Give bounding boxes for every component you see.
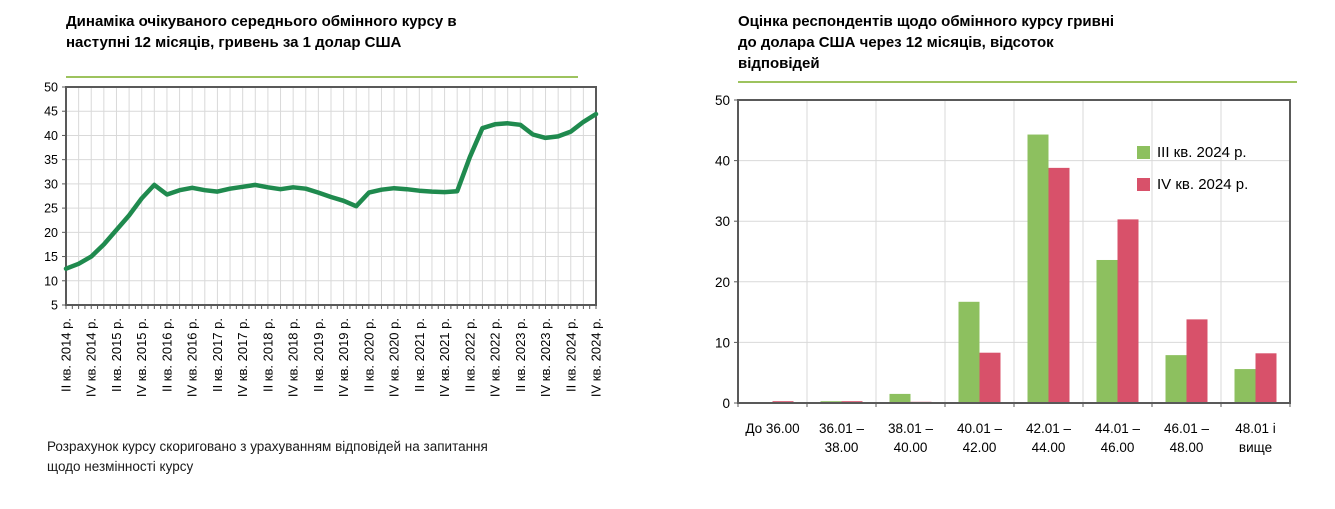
line-chart-svg: 5 10 15 20 25 30 35 40 45 50 II кв. 2014 р. IV кв. … [44, 81, 604, 398]
svg-text:II кв. 2018 р.: II кв. 2018 р. [260, 318, 275, 392]
svg-text:II кв. 2017 р.: II кв. 2017 р. [210, 318, 225, 392]
line-series [63, 111, 599, 271]
bar-chart-legend: III кв. 2024 р. IV кв. 2024 р. [1137, 144, 1248, 208]
svg-text:42.01 –: 42.01 – [1026, 421, 1072, 436]
right-chart-title: Оцінка респондентів щодо обмінного курсу… [738, 11, 1313, 74]
svg-text:40.01 –: 40.01 – [957, 421, 1003, 436]
left-title-rule [66, 76, 578, 78]
left-chart-title-line2: наступні 12 місяців, гривень за 1 долар … [66, 34, 402, 51]
svg-text:вище: вище [1239, 440, 1272, 455]
svg-text:46.00: 46.00 [1101, 440, 1135, 455]
svg-text:42.00: 42.00 [963, 440, 997, 455]
svg-text:46.01 –: 46.01 – [1164, 421, 1210, 436]
svg-text:40.00: 40.00 [894, 440, 928, 455]
bar [1255, 353, 1277, 403]
svg-text:10: 10 [44, 274, 58, 288]
bar-chart-svg: 0 10 20 30 40 50 До 36.00 36.01 – 38.00 38.01 – 40… [715, 93, 1291, 455]
svg-text:30: 30 [44, 177, 58, 191]
legend-marker-green-icon [1137, 146, 1150, 159]
svg-text:40: 40 [715, 154, 730, 169]
bar [958, 301, 980, 403]
svg-text:50: 50 [44, 81, 58, 95]
svg-text:10: 10 [715, 335, 730, 350]
svg-text:II кв. 2021 р.: II кв. 2021 р. [412, 318, 427, 392]
right-chart: 0 10 20 30 40 50 До 36.00 36.01 – 38.00 38.01 – 40… [695, 88, 1325, 488]
svg-text:20: 20 [715, 275, 730, 290]
svg-text:IV кв. 2021 р.: IV кв. 2021 р. [437, 318, 452, 397]
svg-text:II кв. 2019 р.: II кв. 2019 р. [311, 318, 326, 392]
svg-text:II кв. 2023 р.: II кв. 2023 р. [513, 318, 528, 392]
svg-text:II кв. 2015 р.: II кв. 2015 р. [109, 318, 124, 392]
svg-text:IV кв. 2016 р.: IV кв. 2016 р. [185, 318, 200, 397]
svg-text:35: 35 [44, 153, 58, 167]
left-chart: 5 10 15 20 25 30 35 40 45 50 II кв. 2014 р. IV кв. … [20, 80, 635, 435]
svg-text:II кв. 2022 р.: II кв. 2022 р. [462, 318, 477, 392]
svg-text:IV кв. 2015 р.: IV кв. 2015 р. [134, 318, 149, 397]
svg-text:40: 40 [44, 129, 58, 143]
bar [1234, 369, 1256, 403]
legend-item-q3-2024: III кв. 2024 р. [1137, 144, 1248, 161]
svg-text:30: 30 [715, 214, 730, 229]
y-axis-labels: 5 10 15 20 25 30 35 40 45 50 [44, 81, 58, 313]
plot-border [65, 86, 597, 306]
svg-text:IV кв. 2014 р.: IV кв. 2014 р. [84, 318, 99, 397]
y-axis-labels: 0 10 20 30 40 50 [715, 93, 730, 411]
svg-text:IV кв. 2022 р.: IV кв. 2022 р. [488, 318, 503, 397]
bar [979, 352, 1001, 403]
gridlines [66, 87, 596, 305]
right-chart-title-line2: до долара США через 12 місяців, відсоток [738, 34, 1054, 51]
left-chart-title: Динаміка очікуваного середнього обмінног… [66, 11, 588, 53]
svg-text:50: 50 [715, 93, 730, 108]
svg-text:48.01 і: 48.01 і [1235, 421, 1276, 436]
svg-text:48.00: 48.00 [1170, 440, 1204, 455]
bar [1096, 259, 1118, 403]
right-chart-title-line1: Оцінка респондентів щодо обмінного курсу… [738, 13, 1115, 30]
legend-item-q4-2024: IV кв. 2024 р. [1137, 176, 1248, 193]
footnote-line2: щодо незмінності курсу [47, 459, 194, 474]
svg-text:15: 15 [44, 250, 58, 264]
svg-text:36.01 –: 36.01 – [819, 421, 865, 436]
right-title-rule [738, 81, 1297, 83]
svg-text:44.01 –: 44.01 – [1095, 421, 1141, 436]
right-chart-title-line3: відповідей [738, 55, 820, 72]
svg-text:38.01 –: 38.01 – [888, 421, 934, 436]
svg-text:IV кв. 2023 р.: IV кв. 2023 р. [538, 318, 553, 397]
bar-series-0 [751, 134, 1256, 403]
svg-text:IV кв. 2020 р.: IV кв. 2020 р. [387, 318, 402, 397]
svg-text:45: 45 [44, 105, 58, 119]
footnote-line1: Розрахунок курсу скориговано з урахуванн… [47, 439, 488, 454]
bar [1027, 134, 1049, 403]
svg-text:25: 25 [44, 202, 58, 216]
left-chart-title-line1: Динаміка очікуваного середнього обмінног… [66, 13, 457, 30]
svg-text:5: 5 [51, 299, 58, 313]
legend-marker-red-icon [1137, 178, 1150, 191]
bar [1048, 167, 1070, 403]
svg-text:II кв. 2016 р.: II кв. 2016 р. [159, 318, 174, 392]
legend-label-q4-2024: IV кв. 2024 р. [1157, 176, 1249, 193]
svg-text:IV кв. 2024 р.: IV кв. 2024 р. [589, 318, 604, 397]
svg-text:38.00: 38.00 [825, 440, 859, 455]
bar [1165, 355, 1187, 403]
bar [889, 393, 911, 403]
plot-border [737, 99, 1291, 404]
expected-exchange-rate-line [63, 111, 599, 271]
svg-text:До 36.00: До 36.00 [745, 421, 799, 436]
x-axis-labels: До 36.00 36.01 – 38.00 38.01 – 40.00 40.01 – 4… [745, 421, 1275, 455]
left-chart-footnote: Розрахунок курсу скориговано з урахуванн… [47, 437, 627, 477]
svg-text:20: 20 [44, 226, 58, 240]
svg-text:IV кв. 2019 р.: IV кв. 2019 р. [336, 318, 351, 397]
svg-text:IV кв. 2018 р.: IV кв. 2018 р. [286, 318, 301, 397]
svg-text:0: 0 [722, 396, 730, 411]
bar-series-1 [772, 167, 1277, 403]
svg-text:IV кв. 2017 р.: IV кв. 2017 р. [235, 318, 250, 397]
svg-text:II кв. 2024 р.: II кв. 2024 р. [563, 318, 578, 392]
legend-label-q3-2024: III кв. 2024 р. [1157, 144, 1247, 161]
svg-text:II кв. 2014 р.: II кв. 2014 р. [59, 318, 74, 392]
svg-text:II кв. 2020 р.: II кв. 2020 р. [361, 318, 376, 392]
svg-text:44.00: 44.00 [1032, 440, 1066, 455]
bar [1117, 219, 1139, 403]
x-axis-labels: II кв. 2014 р. IV кв. 2014 р. II кв. 2015 … [59, 318, 604, 397]
bar [1186, 319, 1208, 403]
